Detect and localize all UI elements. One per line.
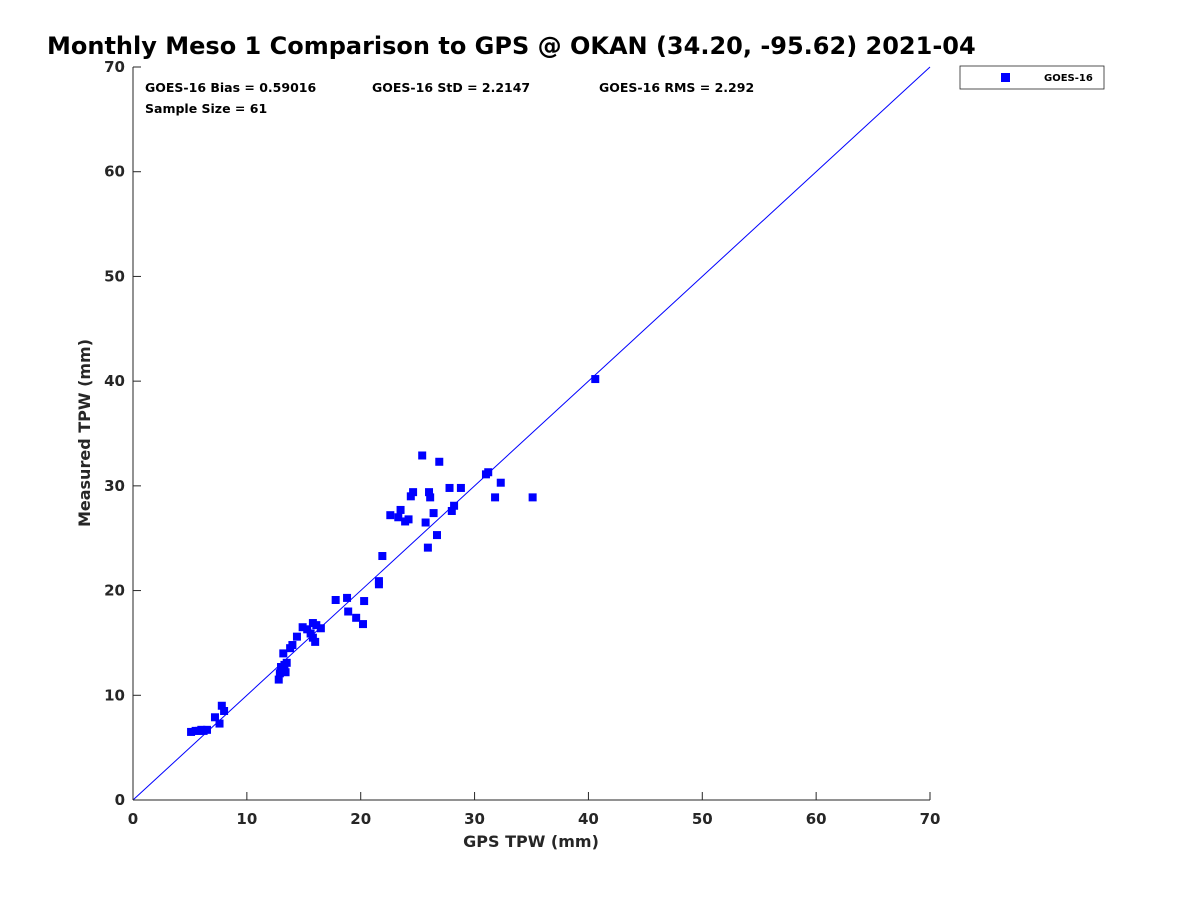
data-point xyxy=(298,623,307,632)
legend-label: GOES-16 xyxy=(1044,73,1093,84)
data-point xyxy=(343,593,352,602)
data-point xyxy=(404,515,413,524)
data-point xyxy=(292,632,301,641)
data-point xyxy=(496,478,505,487)
data-point xyxy=(331,595,340,604)
legend: GOES-16 xyxy=(959,65,1105,90)
y-tick-label: 70 xyxy=(104,58,125,76)
one-to-one-line xyxy=(132,66,931,801)
plot-area: 0 10 20 30 40 50 60 70 0 10 20 30 40 50 60 70 xyxy=(104,58,940,828)
data-point xyxy=(394,513,403,522)
data-point xyxy=(435,457,444,466)
data-point xyxy=(316,624,325,633)
data-point xyxy=(203,725,212,734)
data-point xyxy=(282,658,291,667)
data-point xyxy=(215,719,224,728)
data-point xyxy=(344,607,353,616)
y-tick-label: 60 xyxy=(104,163,125,181)
data-point xyxy=(306,629,315,638)
rms-stat: GOES-16 RMS = 2.292 xyxy=(599,80,754,95)
data-point xyxy=(360,597,369,606)
y-tick-label: 50 xyxy=(104,267,125,285)
data-point xyxy=(210,713,219,722)
data-point xyxy=(421,518,430,527)
data-point xyxy=(288,641,297,650)
x-tick-label: 10 xyxy=(236,810,257,828)
data-point xyxy=(378,552,387,561)
y-tick-label: 30 xyxy=(104,477,125,495)
data-point xyxy=(312,621,321,630)
x-tick-label: 0 xyxy=(128,810,138,828)
data-point xyxy=(409,488,418,497)
data-point xyxy=(275,669,284,678)
chart-title: Monthly Meso 1 Comparison to GPS @ OKAN … xyxy=(47,32,976,60)
y-tick-label: 0 xyxy=(115,791,125,809)
bias-stat: GOES-16 Bias = 0.59016 xyxy=(145,80,316,95)
y-tick-label: 40 xyxy=(104,372,125,390)
data-point xyxy=(432,531,441,540)
data-point xyxy=(423,543,432,552)
data-point xyxy=(217,701,226,710)
y-tick-label: 10 xyxy=(104,686,125,704)
x-tick-label: 70 xyxy=(920,810,941,828)
data-point xyxy=(352,613,361,622)
x-axis-label: GPS TPW (mm) xyxy=(463,832,599,851)
data-point xyxy=(450,501,459,510)
data-point xyxy=(303,625,312,634)
x-tick-label: 60 xyxy=(806,810,827,828)
x-tick-label: 50 xyxy=(692,810,713,828)
data-points xyxy=(187,375,600,736)
data-point xyxy=(396,505,405,514)
y-axis-label: Measured TPW (mm) xyxy=(75,339,94,527)
data-point xyxy=(445,483,454,492)
x-ticks: 0 10 20 30 40 50 60 70 xyxy=(128,792,941,828)
data-point xyxy=(426,493,435,502)
data-point xyxy=(591,375,600,384)
data-point xyxy=(358,620,367,629)
data-point xyxy=(308,633,317,642)
data-point xyxy=(274,675,283,684)
data-point xyxy=(528,493,537,502)
data-point xyxy=(425,488,434,497)
legend-box xyxy=(959,65,1105,90)
x-tick-label: 20 xyxy=(350,810,371,828)
data-point xyxy=(279,649,288,658)
data-point xyxy=(418,451,427,460)
data-point xyxy=(220,706,229,715)
y-ticks: 0 10 20 30 40 50 60 70 xyxy=(104,58,141,809)
x-tick-label: 40 xyxy=(578,810,599,828)
data-point xyxy=(491,493,500,502)
data-point xyxy=(311,637,320,646)
data-point xyxy=(429,509,438,518)
data-point xyxy=(187,727,196,736)
y-tick-label: 20 xyxy=(104,582,125,600)
data-point xyxy=(281,668,290,677)
sample-size-stat: Sample Size = 61 xyxy=(145,101,267,116)
data-point xyxy=(447,506,456,515)
legend-marker xyxy=(1001,73,1010,82)
data-point xyxy=(386,511,395,520)
x-tick-label: 30 xyxy=(464,810,485,828)
data-point xyxy=(456,483,465,492)
data-point xyxy=(374,577,383,586)
data-point xyxy=(484,468,493,477)
data-point xyxy=(406,492,415,501)
std-stat: GOES-16 StD = 2.2147 xyxy=(372,80,530,95)
